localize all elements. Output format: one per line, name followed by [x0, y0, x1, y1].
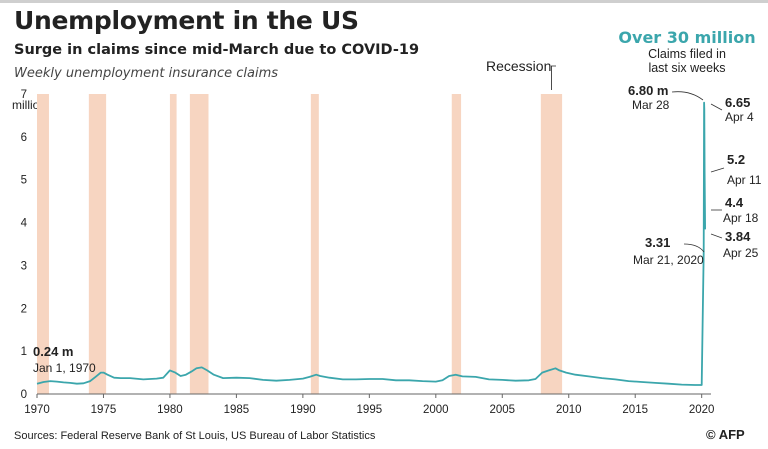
annotation-arrow: [683, 243, 705, 253]
series-line: [36, 101, 706, 386]
y-tick-label: 6: [21, 132, 27, 144]
x-tick-label: 1970: [24, 404, 50, 416]
chart-caption: Weekly unemployment insurance claims: [14, 66, 279, 81]
x-tick-label: 2010: [556, 404, 582, 416]
recession-band: [88, 94, 107, 394]
recession-band: [451, 94, 462, 394]
recession-band: [189, 94, 209, 394]
y-tick-label: 2: [21, 303, 27, 315]
chart-subtitle: Surge in claims since mid-March due to C…: [14, 42, 420, 58]
annotation-value: 6.65: [725, 95, 750, 110]
y-tick-label: 7: [21, 89, 27, 101]
annotation-arrow: [671, 91, 704, 101]
afp-logo: © AFP: [706, 427, 745, 442]
x-tick-label: 1985: [224, 404, 250, 416]
recession-band: [37, 94, 49, 394]
y-tick-label: 5: [21, 175, 27, 187]
highlight-headline: Over 30 million: [618, 28, 756, 47]
x-tick-label: 1990: [290, 404, 316, 416]
recession-band: [310, 94, 319, 394]
recession-band: [169, 94, 177, 394]
x-tick-label: 1980: [157, 404, 183, 416]
annotation-date: Mar 21, 2020: [633, 253, 704, 267]
y-tick-label: 0: [21, 389, 27, 401]
annotation-date: Jan 1, 1970: [33, 361, 96, 375]
recession-bands: [37, 65, 563, 394]
source-note: Sources: Federal Reserve Bank of St Loui…: [14, 430, 376, 442]
series: [36, 101, 706, 386]
x-tick-label: 2000: [423, 404, 449, 416]
highlight-subline: Claims filed in last six weeks: [610, 47, 764, 75]
highlight-subline-1: Claims filed in: [648, 47, 726, 61]
x-tick-label: 2005: [489, 404, 515, 416]
chart-title: Unemployment in the US: [14, 6, 359, 35]
annotation-arrow: [710, 167, 725, 173]
recession-band: [540, 94, 563, 394]
annotation-value: 0.24 m: [33, 344, 73, 359]
x-tick-label: 1975: [91, 404, 117, 416]
x-tick-label: 2020: [689, 404, 715, 416]
x-tick-label: 2015: [622, 404, 648, 416]
annotation-arrow: [710, 233, 723, 239]
top-border: [0, 0, 768, 3]
annotation-value: 4.4: [725, 195, 744, 210]
annotation-date: Apr 4: [725, 110, 754, 124]
annotation-value: 5.2: [727, 152, 745, 167]
annotation-value: 3.31: [645, 235, 670, 250]
x-tick-label: 1995: [357, 404, 383, 416]
recession-label: Recession: [486, 58, 552, 74]
annotation-date: Mar 28: [632, 98, 670, 112]
annotation-arrow: [710, 103, 723, 111]
annotation-value: 3.84: [725, 229, 751, 244]
axes: 1970 1975 1980 1985 1990 1995 2000 2005 2010 2015…: [21, 89, 715, 416]
y-tick-label: 3: [21, 260, 27, 272]
annotation-date: Apr 11: [727, 173, 762, 187]
recession-label-connector: [551, 65, 556, 90]
annotation-date: Apr 18: [723, 211, 759, 225]
highlight-subline-2: last six weeks: [648, 61, 726, 75]
y-tick-label: 4: [21, 218, 28, 230]
y-tick-label: 1: [21, 346, 27, 358]
annotation-date: Apr 25: [723, 246, 759, 260]
annotation-value: 6.80 m: [628, 83, 668, 98]
